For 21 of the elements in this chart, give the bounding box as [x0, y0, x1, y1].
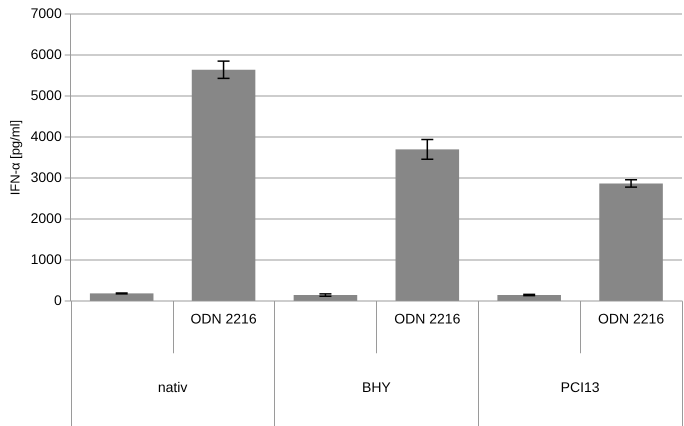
y-axis-title: IFN-α [pg/ml]: [7, 120, 22, 196]
bar: [294, 295, 358, 301]
text: PCI13: [560, 379, 600, 396]
x-tick-label: ODN 2216: [190, 310, 257, 326]
y-tick-label: 0: [54, 292, 62, 308]
y-tick-label: 1000: [30, 251, 62, 268]
bar: [90, 293, 154, 301]
y-tick-label: 4000: [30, 128, 62, 144]
y-tick-label: 7000: [30, 4, 62, 21]
x-tick-label: ODN 2216: [598, 310, 664, 326]
bar: [192, 70, 256, 301]
y-tick-label: 6000: [30, 46, 62, 62]
bar: [396, 149, 460, 301]
bar: [599, 183, 663, 301]
x-tick-label: ODN 2216: [394, 310, 461, 326]
y-tick-label: 2000: [30, 210, 62, 226]
text: BHY: [362, 379, 392, 396]
text: nativ: [158, 379, 188, 396]
y-tick-label: 3000: [30, 168, 62, 185]
bar: [497, 295, 561, 301]
y-tick-label: 5000: [30, 86, 62, 103]
